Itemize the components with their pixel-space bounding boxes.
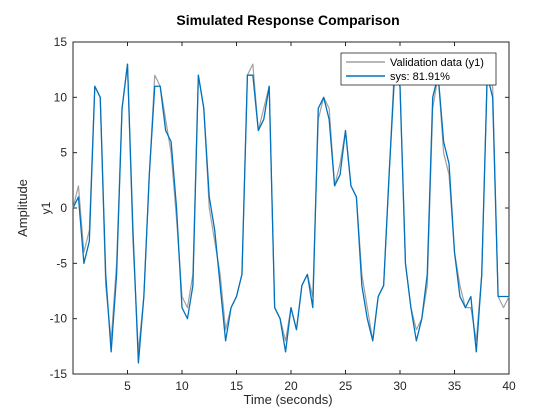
x-tick-label: 40 [502, 379, 516, 393]
y-tick-label: 15 [54, 35, 68, 49]
y-tick-label: -15 [50, 367, 68, 381]
channel-label: y1 [39, 201, 53, 214]
y-tick-label: 0 [60, 201, 67, 215]
plot-area: 5 10 15 20 25 30 35 40 -15 -10 -5 0 5 10 15 [50, 35, 516, 393]
x-tick-label: 25 [339, 379, 353, 393]
axes-box [72, 41, 510, 375]
y-tick-label: -10 [50, 312, 68, 326]
x-axis-label: Time (seconds) [243, 392, 332, 407]
legend: Validation data (y1) sys: 81.91% [340, 52, 497, 86]
chart-title: Simulated Response Comparison [176, 12, 399, 28]
y-tick-label: 10 [54, 90, 68, 104]
legend-label-validation: Validation data (y1) [390, 57, 484, 69]
y-tick-label: 5 [60, 146, 67, 160]
legend-label-sys: sys: 81.91% [390, 71, 450, 83]
x-tick-label: 10 [175, 379, 189, 393]
legend-box [340, 52, 497, 86]
x-tick-label: 30 [393, 379, 407, 393]
x-tick-label: 35 [448, 379, 462, 393]
y-axis-label: Amplitude [15, 179, 30, 237]
x-tick-label: 15 [230, 379, 244, 393]
y-tick-label: -5 [56, 256, 67, 270]
ticks: 5 10 15 20 25 30 35 40 -15 -10 -5 0 5 10 15 [50, 35, 516, 393]
x-tick-label: 20 [284, 379, 298, 393]
x-tick-label: 5 [124, 379, 131, 393]
